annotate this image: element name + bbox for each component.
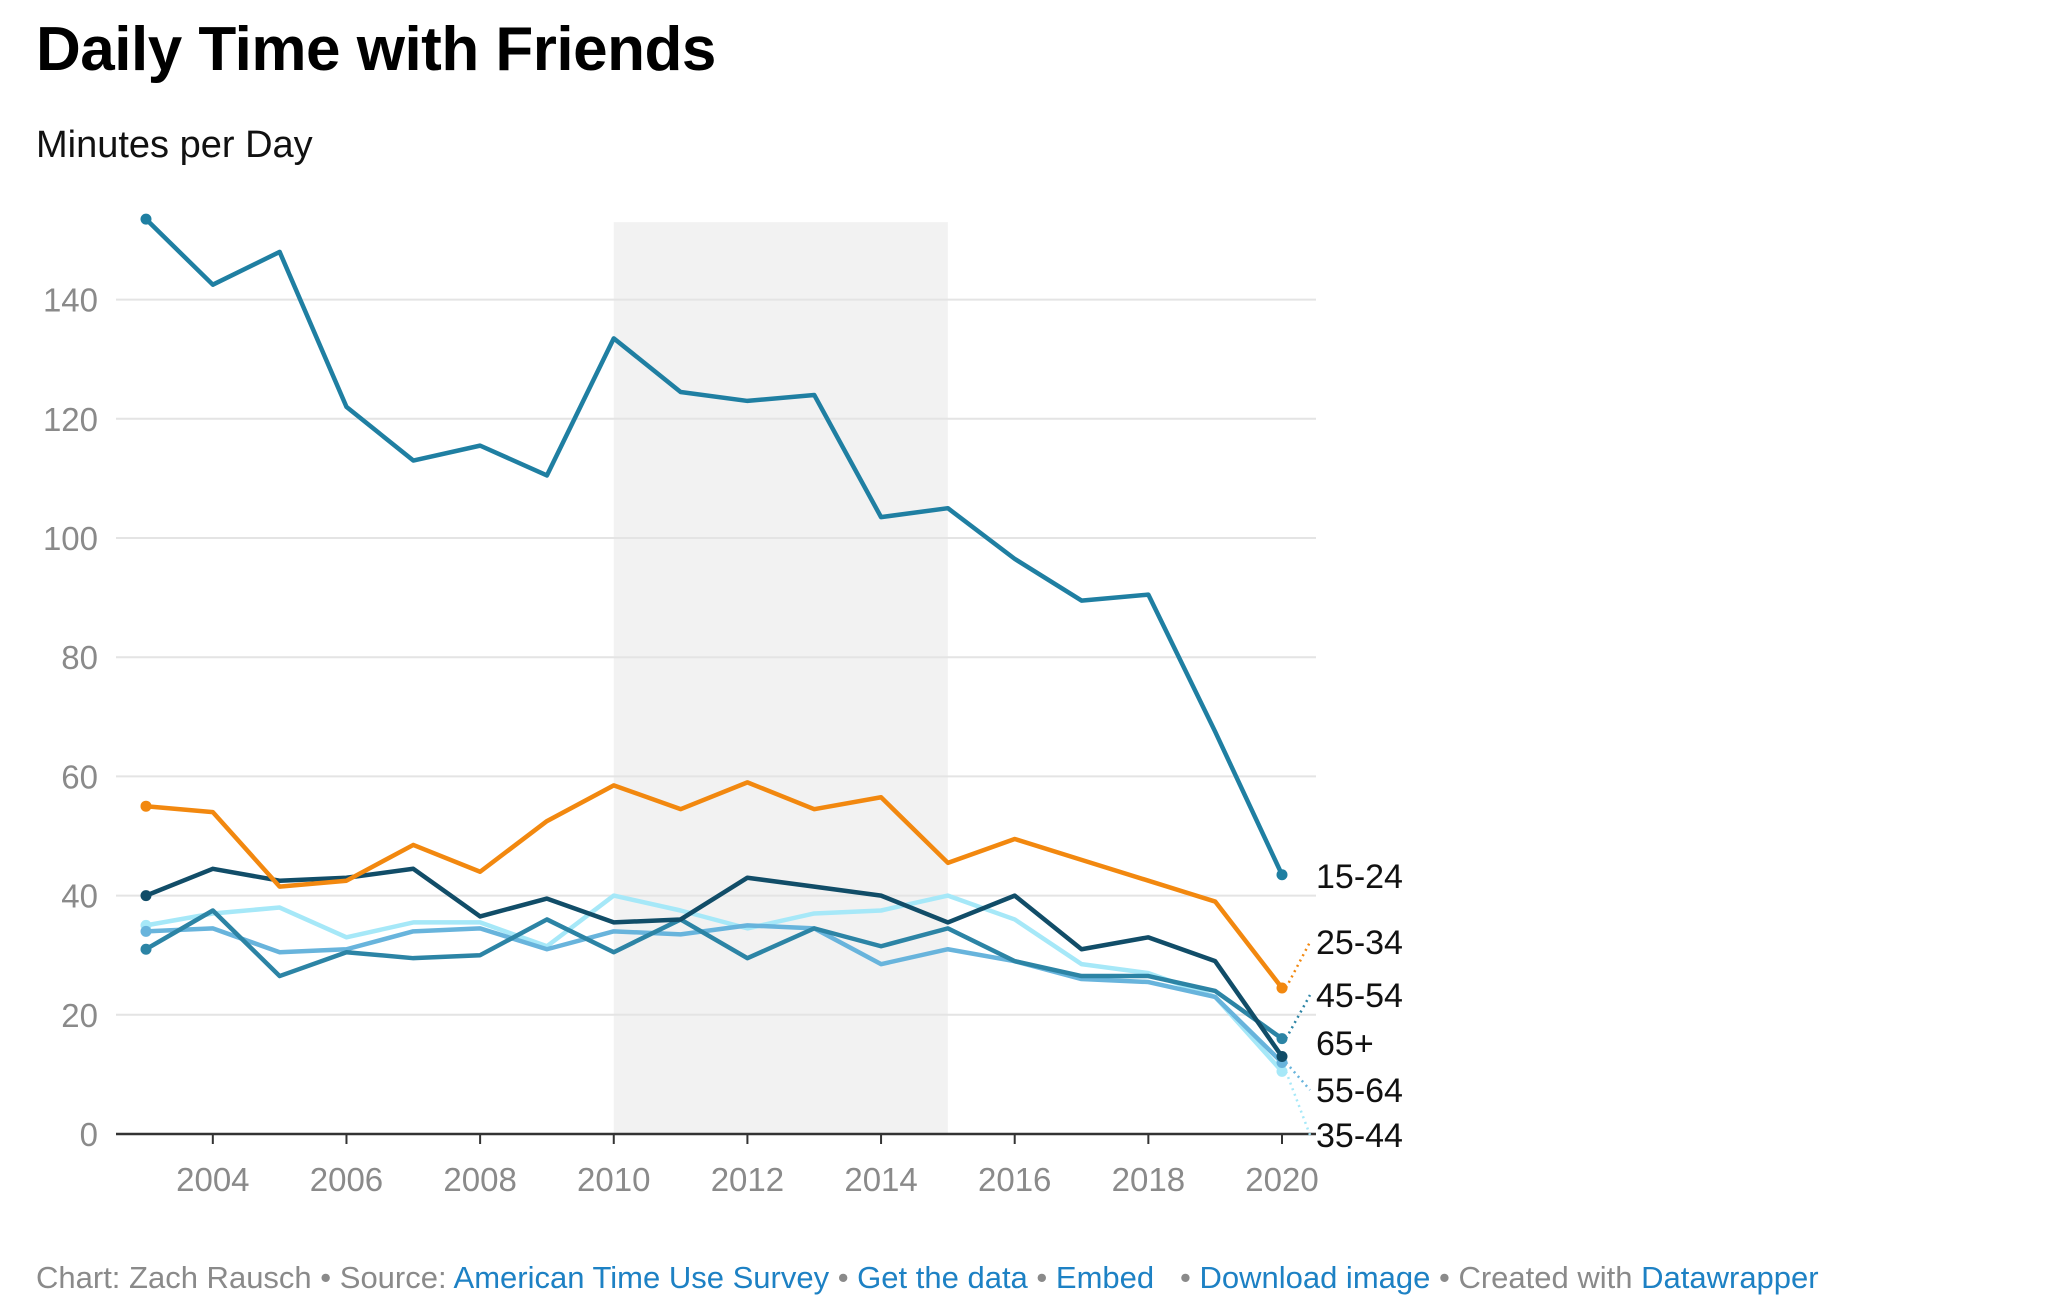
- series-line: [143, 923, 1285, 1065]
- end-label-65+: 65+: [1316, 1025, 1374, 1063]
- created-with-text: Created with: [1458, 1260, 1633, 1295]
- x-tick-label: 2020: [1245, 1161, 1318, 1198]
- x-tick-label: 2012: [711, 1161, 784, 1198]
- end-label-35-44: 35-44: [1316, 1117, 1403, 1155]
- download-image-link[interactable]: Download image: [1199, 1260, 1431, 1295]
- x-tick-label: 2010: [577, 1161, 650, 1198]
- series-line: [143, 893, 1285, 1074]
- chart-subtitle: Minutes per Day: [36, 124, 313, 166]
- end-label-55-64: 55-64: [1316, 1072, 1403, 1110]
- y-tick-label: 120: [43, 401, 98, 438]
- line-chart: 0 20 40 60 80 100 120 140 2004 2006 2008 2010 2012 2…: [43, 213, 1403, 1198]
- y-tick-label: 100: [43, 520, 98, 557]
- series-start-point: [140, 800, 152, 812]
- datawrapper-link[interactable]: Datawrapper: [1641, 1260, 1819, 1295]
- embed-link[interactable]: Embed: [1055, 1260, 1155, 1295]
- label-leader-line: [1284, 994, 1312, 1040]
- x-tick-label: 2008: [443, 1161, 516, 1198]
- end-label-45-54: 45-54: [1316, 977, 1403, 1015]
- series-25-34: [140, 780, 1288, 994]
- series-line: [143, 216, 1285, 877]
- label-leader-line: [1284, 1070, 1312, 1136]
- label-leader-line: [1285, 1061, 1311, 1091]
- series-start-point: [140, 925, 152, 937]
- y-tick-label: 80: [61, 639, 98, 676]
- series-start-point: [140, 213, 152, 225]
- x-tick-label: 2016: [978, 1161, 1051, 1198]
- series-65+: [140, 866, 1288, 1063]
- series-45-54: [140, 908, 1288, 1045]
- series-end-point: [1276, 1051, 1288, 1063]
- highlight-band: [613, 222, 948, 1134]
- y-tick-label: 20: [61, 997, 98, 1034]
- source-link[interactable]: American Time Use Survey: [453, 1260, 830, 1295]
- y-tick-label: 140: [43, 282, 98, 319]
- y-tick-label: 0: [80, 1116, 98, 1153]
- series-end-point: [1276, 1033, 1288, 1045]
- chart-title: Daily Time with Friends: [36, 15, 716, 84]
- series-start-point: [140, 890, 152, 902]
- get-data-link[interactable]: Get the data: [857, 1260, 1028, 1295]
- credit-text: Chart: Zach Rausch: [36, 1260, 312, 1295]
- x-tick-label: 2004: [176, 1161, 249, 1198]
- label-leader-line: [1284, 941, 1312, 989]
- y-tick-label: 40: [61, 878, 98, 915]
- y-tick-label: 60: [61, 758, 98, 795]
- series-start-point: [140, 943, 152, 955]
- chart-footer: Chart: Zach Rausch • Source: American Ti…: [36, 1260, 1819, 1295]
- x-tick-label: 2006: [310, 1161, 383, 1198]
- series-line: [143, 908, 1285, 1041]
- end-label-15-24: 15-24: [1316, 858, 1403, 896]
- series-line: [143, 780, 1285, 991]
- series-15-24: [140, 213, 1288, 881]
- x-tick-label: 2018: [1112, 1161, 1185, 1198]
- source-prefix: Source:: [339, 1260, 447, 1295]
- series-35-44: [140, 893, 1288, 1077]
- x-tick-label: 2014: [844, 1161, 917, 1198]
- series-end-point: [1276, 1065, 1288, 1077]
- series-end-point: [1276, 982, 1288, 994]
- end-label-25-34: 25-34: [1316, 924, 1403, 962]
- series-end-point: [1276, 869, 1288, 881]
- series-line: [143, 866, 1285, 1059]
